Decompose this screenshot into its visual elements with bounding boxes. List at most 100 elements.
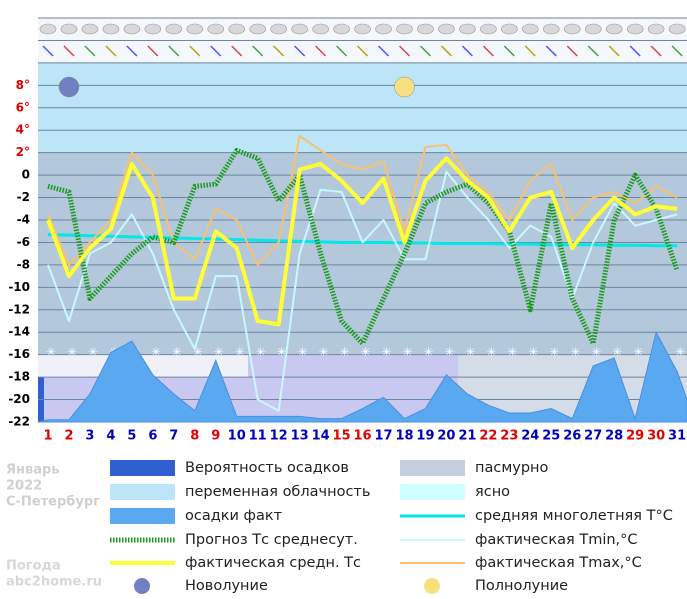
legend-swatch	[110, 508, 175, 524]
weather-icon	[459, 23, 476, 35]
wind-arrow	[650, 45, 662, 57]
y-tick-label: 6°	[16, 100, 30, 114]
y-tick-label: 14°	[7, 11, 30, 25]
weather-icon	[626, 23, 644, 35]
snowflake: ✳	[340, 345, 350, 359]
weather-icon	[312, 23, 329, 35]
legend-label: пасмурно	[475, 460, 549, 476]
legend-label: Полнолуние	[475, 578, 568, 594]
weather-icon	[563, 23, 581, 35]
x-tick-label: 31	[668, 429, 686, 444]
y-tick-label: -20	[8, 392, 30, 406]
snowflake: ✳	[549, 345, 559, 359]
weather-icon	[102, 23, 120, 35]
wind-arrow	[315, 45, 327, 57]
snowflake: ✳	[151, 345, 161, 359]
series-line	[47, 134, 678, 266]
snowflake: ✳	[402, 345, 412, 359]
weather-icon	[501, 23, 518, 35]
site-text: abc2home.ru	[6, 575, 102, 590]
snowflake: ✳	[633, 345, 643, 359]
series-line	[47, 147, 680, 346]
legend-label: ясно	[475, 484, 510, 500]
snowflake: ✳	[591, 345, 601, 359]
x-tick-label: 17	[374, 429, 392, 444]
weather-icon	[417, 23, 434, 35]
legend-label: фактическая средн. Тс	[185, 555, 361, 571]
wind-arrow	[252, 45, 264, 57]
moon	[58, 76, 80, 98]
snowflake: ✳	[507, 345, 517, 359]
weather-icon	[123, 23, 141, 35]
x-tick-label: 13	[291, 429, 309, 444]
snowflake: ✳	[277, 345, 287, 359]
legend-label: фактическая Tmin,°C	[475, 532, 638, 548]
y-tick-label: 0	[22, 168, 30, 182]
wind-arrow	[566, 45, 578, 57]
legend-swatch	[400, 460, 465, 476]
x-tick-label: 28	[605, 429, 623, 444]
y-tick-label: -16	[8, 347, 30, 361]
y-tick-label: 10°	[7, 55, 30, 69]
weather-icon	[81, 23, 99, 35]
wind-arrow	[210, 45, 222, 57]
weather-icon	[291, 23, 308, 35]
weather-icon	[522, 23, 539, 35]
weather-icon	[207, 23, 225, 35]
wind-arrow	[608, 45, 620, 57]
wind-arrow	[84, 45, 96, 57]
y-tick-label: -18	[8, 370, 30, 384]
snowflake: ✳	[528, 345, 538, 359]
wind-arrow	[147, 45, 159, 57]
wind-arrow	[419, 45, 431, 57]
snowflake: ✳	[675, 345, 685, 359]
weather-icon	[270, 23, 287, 35]
x-tick-label: 24	[521, 429, 539, 444]
legend-swatch	[400, 484, 465, 500]
legend-label: переменная облачность	[185, 484, 370, 500]
wind-arrow	[524, 45, 536, 57]
wind-arrow	[398, 45, 411, 57]
wind-arrow	[503, 45, 515, 57]
snowflake: ✳	[67, 345, 77, 359]
x-tick-label: 15	[333, 429, 351, 444]
wind-arrow	[482, 45, 494, 57]
x-tick-label: 30	[647, 429, 665, 444]
snowflake: ✳	[46, 345, 56, 359]
weather-icon	[396, 23, 413, 35]
weather-icon	[542, 23, 560, 35]
legend-swatch	[424, 578, 440, 594]
side-text: 2022	[6, 479, 42, 494]
y-tick-label: -2	[17, 190, 30, 204]
snowflake: ✳	[423, 345, 433, 359]
x-tick-label: 1	[43, 429, 52, 444]
wind-arrow	[126, 45, 138, 57]
snowflake: ✳	[88, 345, 98, 359]
wind-arrow	[105, 45, 117, 57]
x-tick-label: 5	[127, 429, 136, 444]
x-tick-label: 26	[563, 429, 581, 444]
snowflake: ✳	[361, 345, 371, 359]
wind-arrow	[377, 45, 390, 57]
snowflake: ✳	[570, 345, 580, 359]
wind-arrow	[294, 45, 306, 57]
x-tick-label: 10	[228, 429, 246, 444]
y-tick-label: -12	[8, 302, 30, 316]
snowflake: ✳	[465, 345, 475, 359]
legend-label: фактическая Tmax,°C	[475, 555, 642, 571]
x-tick-label: 2	[64, 429, 73, 444]
x-tick-label: 7	[169, 429, 178, 444]
snowflake: ✳	[235, 345, 245, 359]
weather-icon	[354, 23, 371, 35]
wind-arrow	[42, 45, 54, 57]
snowflake: ✳	[172, 345, 182, 359]
side-text: Январь	[6, 463, 60, 478]
weather-icon	[647, 23, 665, 35]
legend-label: Новолуние	[185, 578, 268, 594]
weather-icon	[144, 23, 162, 35]
legend-label: средняя многолетняя Т°С	[475, 508, 673, 524]
snowflake: ✳	[256, 345, 266, 359]
x-tick-label: 25	[542, 429, 560, 444]
weather-icon	[438, 23, 455, 35]
